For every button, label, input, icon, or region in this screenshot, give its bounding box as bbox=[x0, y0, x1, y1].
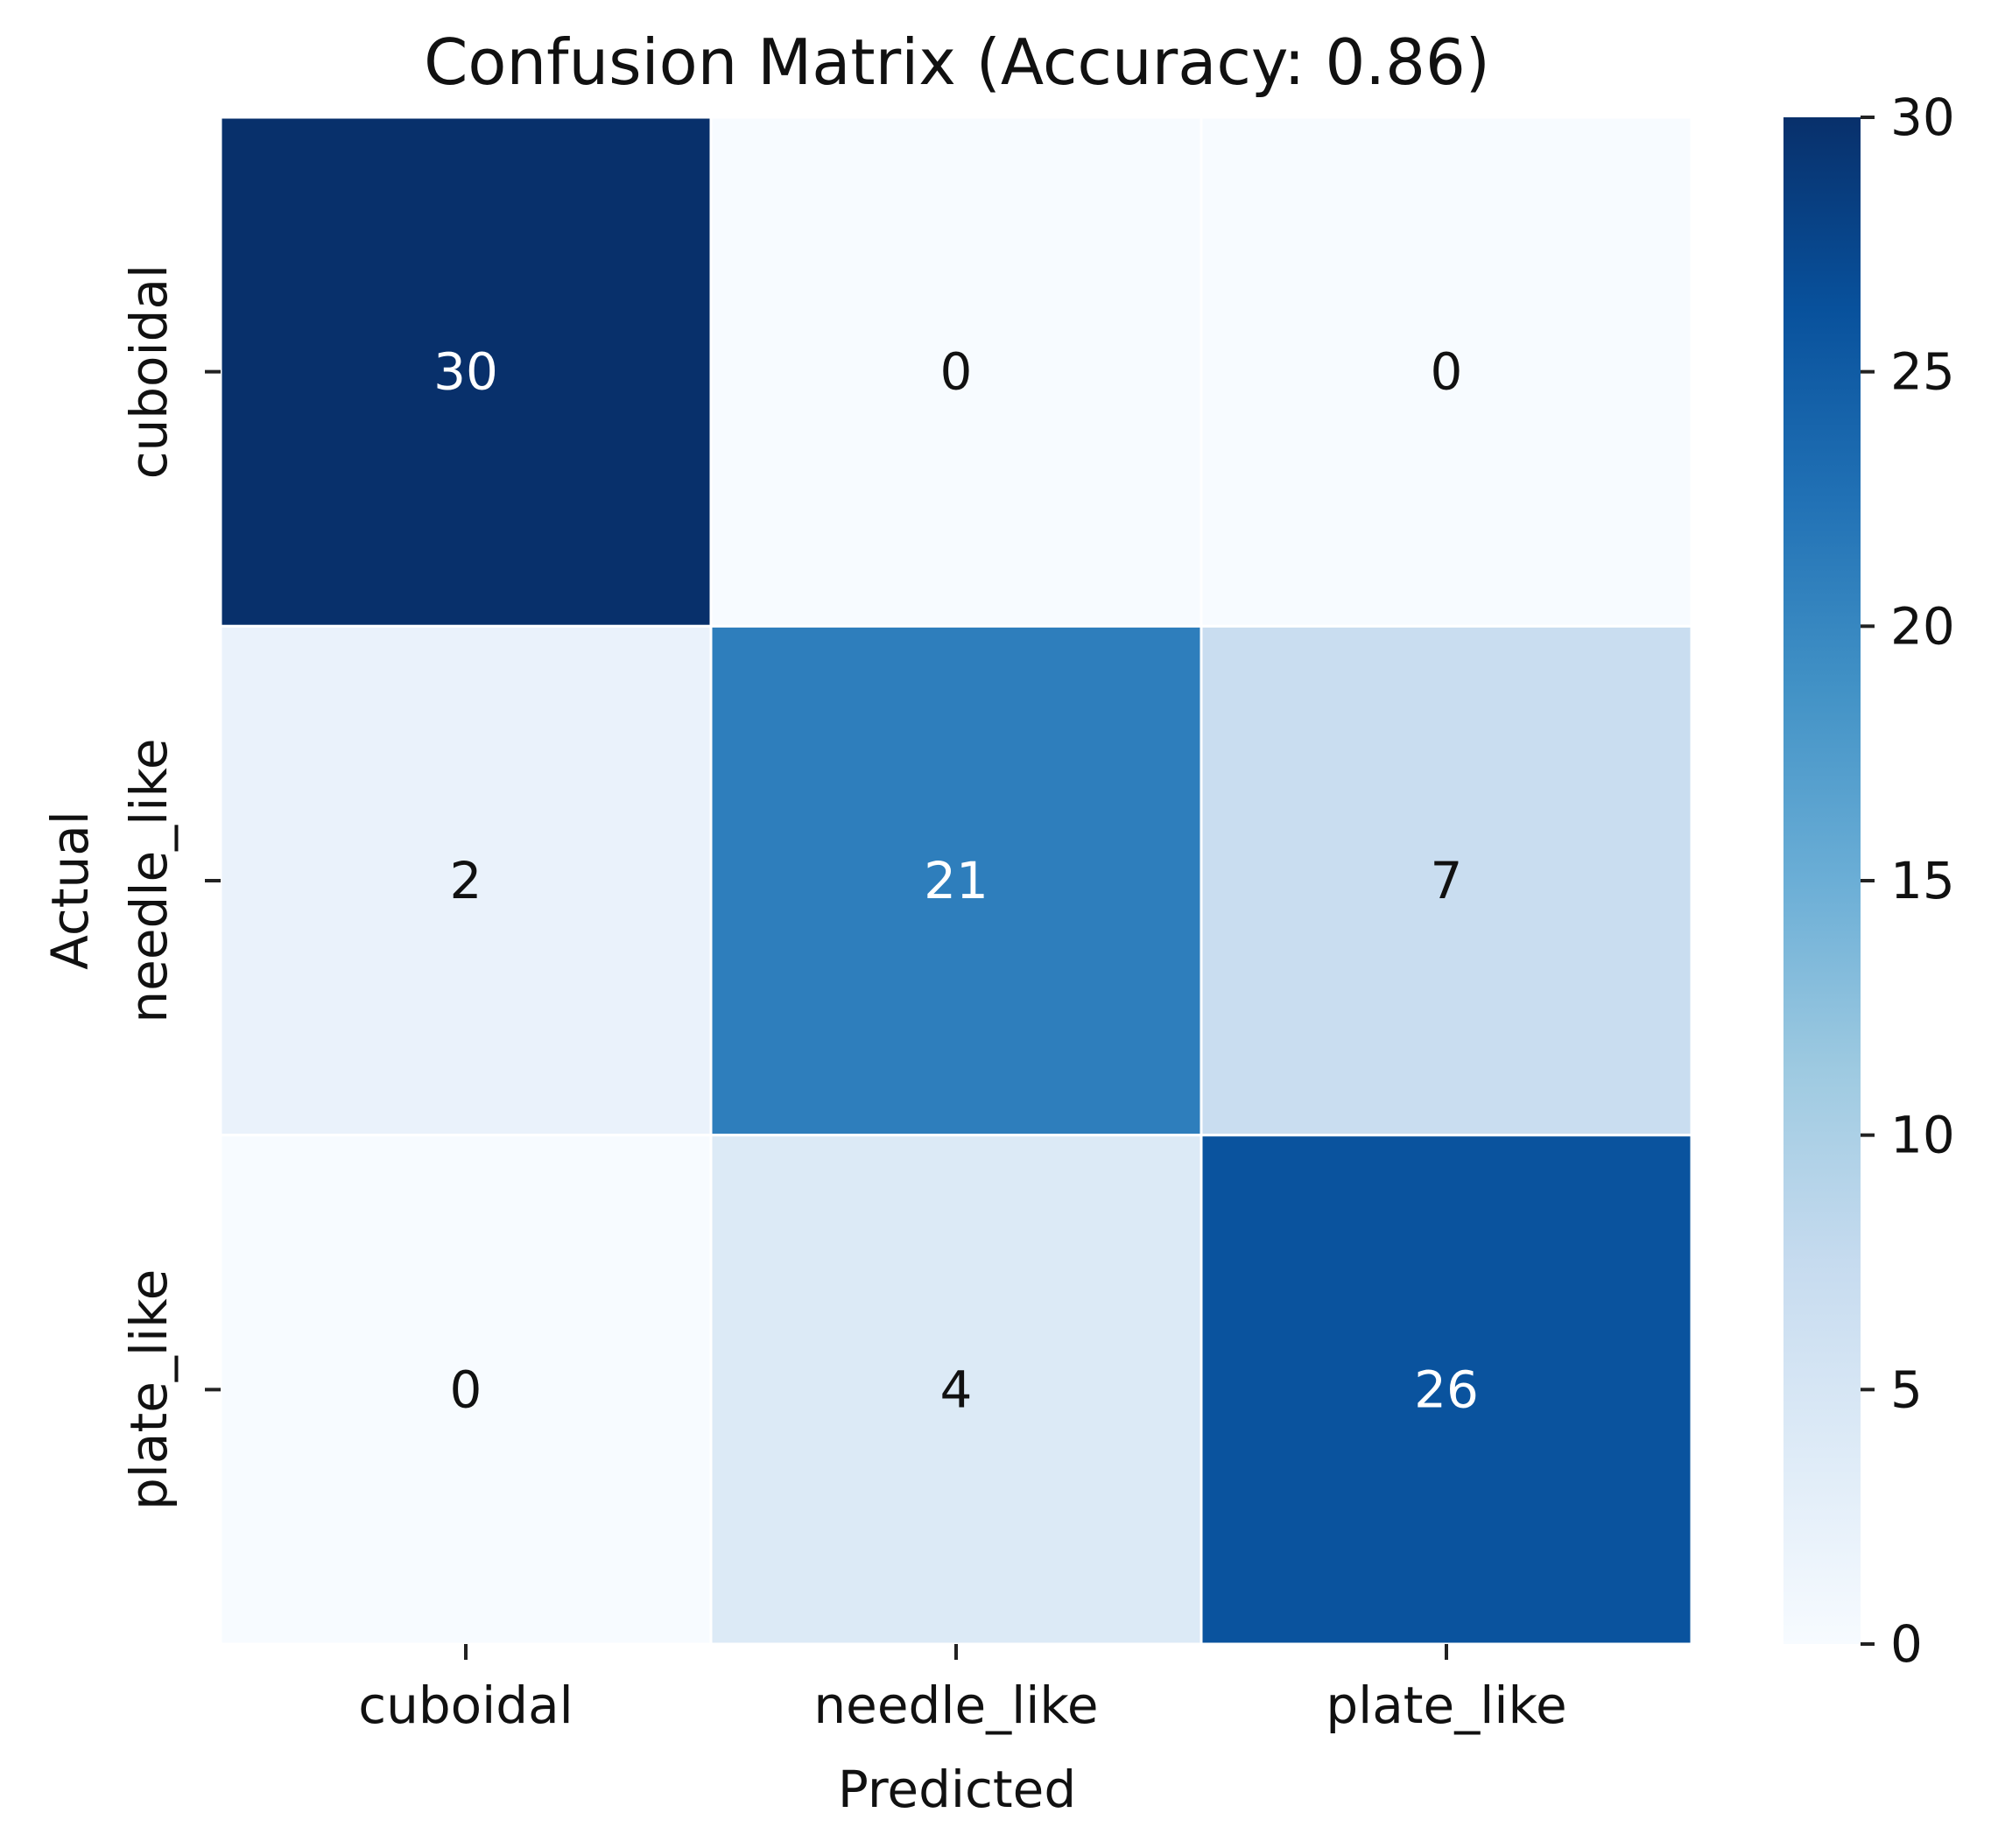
heatmap-cell bbox=[1200, 624, 1693, 1137]
chart-title: Confusion Matrix (Accuracy: 0.86) bbox=[424, 25, 1490, 99]
heatmap-cell bbox=[709, 624, 1203, 1137]
heatmap-cell bbox=[219, 624, 713, 1137]
heatmap-cells bbox=[219, 116, 1693, 1646]
colorbar-tick-label: 15 bbox=[1890, 851, 1955, 910]
x-tick-label: plate_like bbox=[1326, 1676, 1566, 1735]
y-axis-ticks: cuboidal needle_like plate_like bbox=[119, 264, 221, 1510]
heatmap-cell bbox=[709, 1134, 1203, 1646]
cell-value-label: 2 bbox=[450, 851, 482, 910]
cell-value-label: 7 bbox=[1431, 851, 1463, 910]
cell-value-label: 4 bbox=[940, 1360, 973, 1419]
colorbar-tick-label: 25 bbox=[1890, 342, 1955, 402]
heatmap-cell bbox=[709, 116, 1203, 628]
colorbar-tick-label: 30 bbox=[1890, 88, 1955, 147]
heatmap-cell bbox=[219, 116, 713, 628]
cell-value-label: 21 bbox=[924, 851, 988, 910]
x-tick-label: cuboidal bbox=[358, 1676, 573, 1735]
colorbar-tick-label: 10 bbox=[1890, 1106, 1955, 1165]
y-tick-label: needle_like bbox=[119, 738, 179, 1022]
cell-value-label: 30 bbox=[433, 342, 498, 402]
cell-value-label: 26 bbox=[1414, 1360, 1479, 1419]
cell-value-label: 0 bbox=[450, 1360, 482, 1419]
y-axis-label: Actual bbox=[40, 811, 100, 970]
cell-value-label: 0 bbox=[940, 342, 973, 402]
colorbar-tick-label: 20 bbox=[1890, 596, 1955, 656]
y-tick-label: plate_like bbox=[119, 1269, 179, 1510]
y-tick-label: cuboidal bbox=[119, 264, 179, 480]
x-axis-ticks: cuboidal needle_like plate_like bbox=[358, 1644, 1567, 1735]
colorbar-tick-label: 5 bbox=[1890, 1360, 1923, 1419]
heatmap-cell bbox=[219, 1134, 713, 1646]
x-axis-label: Predicted bbox=[838, 1760, 1076, 1819]
heatmap-cell-labels: 30 0 0 2 21 7 0 4 26 bbox=[433, 342, 1479, 1420]
cell-value-label: 0 bbox=[1431, 342, 1463, 402]
x-tick-label: needle_like bbox=[813, 1676, 1098, 1735]
colorbar bbox=[1783, 117, 1861, 1644]
colorbar-ticks: 0 5 10 15 20 25 30 bbox=[1861, 88, 1955, 1674]
heatmap-cell bbox=[1200, 116, 1693, 628]
colorbar-tick-label: 0 bbox=[1890, 1614, 1923, 1674]
